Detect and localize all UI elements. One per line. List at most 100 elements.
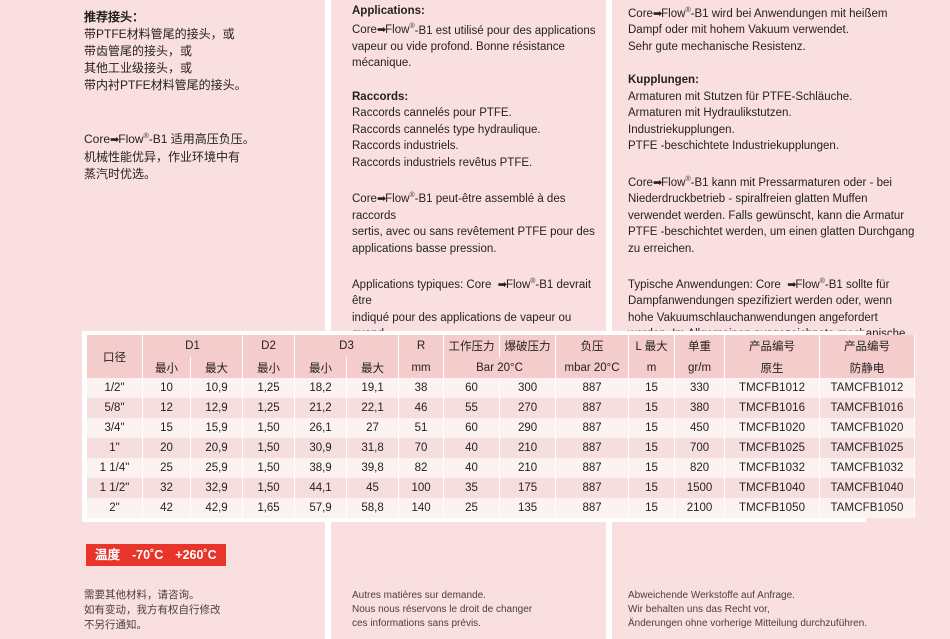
temperature-range-badge: 温度 -70˚C +260˚C (86, 544, 226, 566)
table-row: 1/2" 10 10,9 1,25 18,2 19,1 38 60 300 887 15 330 TMC… (86, 378, 916, 398)
cell-d3max: 45 (346, 478, 400, 498)
de-typical-prefix: Typische Anwendungen: Core (628, 278, 781, 291)
cell-bore: 2" (86, 498, 143, 518)
cell-r: 82 (398, 458, 445, 478)
cell-d3max: 58,8 (346, 498, 400, 518)
cell-d1min: 15 (142, 418, 191, 438)
footnote-french: Autres matières sur demande. Nous nous r… (352, 589, 597, 631)
cell-d1min: 32 (142, 478, 191, 498)
cell-weight: 700 (674, 438, 726, 458)
fr-raccords-line-3: Raccords industriels. (352, 140, 459, 153)
cell-work: 55 (443, 398, 501, 418)
footnote-fr-line-2: Nous nous réservons le droit de changer (352, 604, 533, 615)
brand-registered-mark: ® (409, 23, 415, 31)
cell-r: 46 (398, 398, 445, 418)
german-text-column: Core➡Flow®-B1 wird bei Anwendungen mit h… (628, 0, 928, 359)
brand-suffix: Flow (385, 193, 410, 206)
footnote-de-line-2: Wir behalten uns das Recht vor, (628, 604, 770, 615)
brand-logo-coreflow: Core➡Flow® (352, 192, 415, 206)
cell-d1max: 10,9 (189, 378, 244, 398)
fr-raccords-line-1: Raccords cannelés pour PTFE. (352, 107, 512, 120)
th-product-code-standard: 产品编号 (724, 335, 821, 357)
brand-registered-mark: ® (530, 278, 536, 286)
cell-r: 100 (398, 478, 445, 498)
th-r: R (398, 335, 445, 357)
chinese-text-column: 推荐接头： 带PTFE材料管尾的接头，或 带齿管尾的接头，或 其他工业级接头，或… (84, 0, 319, 183)
brand-suffix: Flow (661, 7, 686, 20)
cell-r: 140 (398, 498, 445, 518)
cell-d3min: 21,2 (294, 398, 348, 418)
cell-d2min: 1,50 (242, 458, 296, 478)
brand-logo-coreflow: ➡Flow® (781, 278, 825, 291)
de-typical-rest: -B1 sollte für (824, 278, 890, 291)
table-row: 1" 20 20,9 1,50 30,9 31,8 70 40 210 887 15 700 TMCFB… (86, 438, 916, 458)
cell-d1max: 25,9 (189, 458, 244, 478)
brand-arrow-icon: ➡ (110, 134, 119, 146)
cell-d3min: 38,9 (294, 458, 348, 478)
cell-weight: 380 (674, 398, 726, 418)
temperature-min-value: -70˚C (132, 548, 164, 562)
cell-vac: 887 (555, 438, 630, 458)
brand-logo-coreflow: Core➡Flow® (628, 7, 691, 20)
fr-assembly-rest: -B1 peut-être assemblé à des raccords (352, 193, 566, 222)
cell-burst: 290 (499, 418, 557, 438)
cell-vac: 887 (555, 478, 630, 498)
cell-weight: 2100 (674, 498, 726, 518)
de-press-line-1: Core➡Flow®-B1 kann mit Pressarmaturen od… (628, 172, 928, 191)
table-row: 1 1/2" 32 32,9 1,50 44,1 45 100 35 175 887 15 1500 T… (86, 478, 916, 498)
cell-lmax: 15 (628, 378, 676, 398)
footnote-cn-line-1: 需要其他材料，请咨询。 (84, 589, 200, 601)
cell-work: 40 (443, 458, 501, 478)
fr-raccords-line-4: Raccords industriels revêtus PTFE. (352, 156, 533, 169)
brand-registered-mark: ® (819, 278, 825, 286)
brand-arrow-icon: ➡ (652, 7, 662, 20)
th-code-standard-sub: 原生 (724, 357, 821, 378)
cell-code2: TAMCFB1020 (819, 418, 916, 438)
cell-d1min: 25 (142, 458, 191, 478)
cell-code2: TAMCFB1032 (819, 458, 916, 478)
cell-burst: 210 (499, 438, 557, 458)
footnote-cn-line-3: 不另行通知。 (84, 619, 147, 631)
cell-bore: 5/8" (86, 398, 143, 418)
th-length-max: L 最大 (628, 335, 676, 357)
th-unit-weight: 单重 (674, 335, 726, 357)
cell-d1min: 20 (142, 438, 191, 458)
cell-r: 38 (398, 378, 445, 398)
fr-applications-line-2: vapeur ou vide profond. Bonne résistance (352, 40, 565, 53)
brand-logo-coreflow: Core➡Flow® (352, 23, 415, 37)
footnote-chinese: 需要其他材料，请咨询。 如有变动，我方有权自行修改 不另行通知。 (84, 588, 314, 633)
cn-fitting-item-3: 其他工业级接头，或 (84, 61, 193, 75)
footnote-cn-line-2: 如有变动，我方有权自行修改 (84, 604, 221, 616)
cell-bore: 3/4" (86, 418, 143, 438)
th-group-d2: D2 (242, 335, 296, 357)
cell-code1: TMCFB1032 (724, 458, 821, 478)
cn-fitting-item-4: 带内衬PTFE材料管尾的接头。 (84, 78, 247, 92)
temperature-label: 温度 (95, 548, 121, 562)
cell-vac: 887 (555, 458, 630, 478)
th-working-pressure: 工作压力 (443, 335, 501, 357)
cell-code1: TMCFB1016 (724, 398, 821, 418)
de-press-line-3: verwendet werden. Falls gewünscht, kann … (628, 209, 905, 222)
cell-vac: 887 (555, 378, 630, 398)
fr-heading-applications: Applications: (352, 5, 425, 17)
th-burst-pressure: 爆破压力 (499, 335, 557, 357)
cell-work: 35 (443, 478, 501, 498)
cell-work: 60 (443, 378, 501, 398)
brand-suffix: Flow (505, 278, 531, 291)
brand-arrow-icon: ➡ (376, 24, 386, 37)
table-body: 1/2" 10 10,9 1,25 18,2 19,1 38 60 300 887 15 330 TMC… (86, 378, 916, 518)
th-vacuum-unit: mbar 20°C (555, 357, 630, 378)
specification-table-container: 口径 D1 D2 D3 R 工作压力 爆破压力 负压 L 最大 单重 产品编号 … (82, 331, 916, 522)
brand-registered-mark: ® (409, 192, 415, 200)
cell-d3min: 57,9 (294, 498, 348, 518)
cell-weight: 1500 (674, 478, 726, 498)
cell-d1max: 42,9 (189, 498, 244, 518)
fr-typical-rest: -B1 devrait être (352, 278, 592, 308)
de-heading-kupplungen: Kupplungen: (628, 74, 699, 87)
th-d3-min: 最小 (294, 357, 348, 378)
cell-code2: TAMCFB1040 (819, 478, 916, 498)
cell-bore: 1" (86, 438, 143, 458)
de-kupplungen-line-4: PTFE -beschichtete Industriekupplungen. (628, 140, 839, 153)
cell-burst: 300 (499, 378, 557, 398)
th-group-d1: D1 (141, 335, 244, 357)
